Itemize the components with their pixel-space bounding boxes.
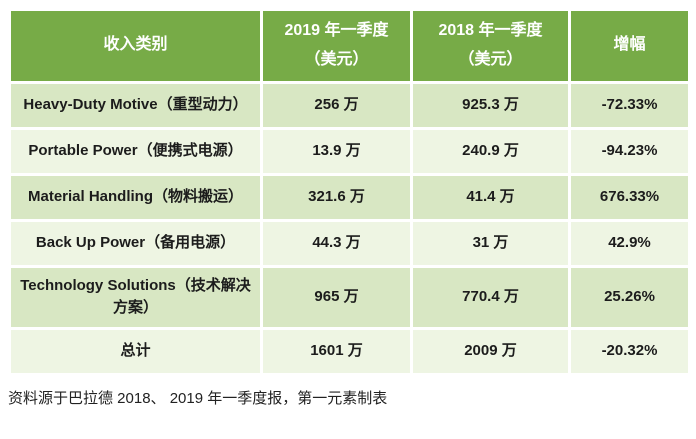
cell-growth: -94.23%: [568, 126, 691, 176]
cell-q1-2019: 44.3 万: [260, 218, 413, 268]
table-row: Heavy-Duty Motive（重型动力） 256 万 925.3 万 -7…: [8, 80, 691, 130]
header-growth: 增幅: [568, 8, 691, 84]
cell-q1-2019: 13.9 万: [260, 126, 413, 176]
table-header-row: 收入类别 2019 年一季度 （美元） 2018 年一季度 （美元） 增幅: [8, 8, 691, 84]
cell-growth: -72.33%: [568, 80, 691, 130]
cell-q1-2019: 1601 万: [260, 326, 413, 376]
cell-category: Technology Solutions（技术解决方案）: [8, 264, 263, 330]
cell-q1-2018: 240.9 万: [410, 126, 571, 176]
header-growth-label: 增幅: [613, 36, 646, 54]
page: 收入类别 2019 年一季度 （美元） 2018 年一季度 （美元） 增幅: [8, 8, 691, 407]
cell-category: Portable Power（便携式电源）: [8, 126, 263, 176]
cell-q1-2018: 31 万: [410, 218, 571, 268]
cell-q1-2019: 321.6 万: [260, 172, 413, 222]
cell-q1-2019: 965 万: [260, 264, 413, 330]
table-row: Material Handling（物料搬运） 321.6 万 41.4 万 6…: [8, 172, 691, 222]
cell-category: Back Up Power（备用电源）: [8, 218, 263, 268]
table-row-total: 总计 1601 万 2009 万 -20.32%: [8, 326, 691, 376]
cell-growth: 676.33%: [568, 172, 691, 222]
header-q1-2019: 2019 年一季度 （美元）: [260, 8, 413, 84]
header-q1-2019-label: 2019 年一季度: [284, 22, 389, 39]
header-category-label: 收入类别: [103, 36, 168, 54]
cell-category: Heavy-Duty Motive（重型动力）: [8, 80, 263, 130]
cell-q1-2019: 256 万: [260, 80, 413, 130]
cell-q1-2018: 2009 万: [410, 326, 571, 376]
cell-category-total: 总计: [8, 326, 263, 376]
cell-growth: 42.9%: [568, 218, 691, 268]
source-note: 资料源于巴拉德 2018、 2019 年一季度报，第一元素制表: [8, 389, 388, 407]
cell-category: Material Handling（物料搬运）: [8, 172, 263, 222]
header-q1-2018: 2018 年一季度 （美元）: [410, 8, 571, 84]
cell-q1-2018: 925.3 万: [410, 80, 571, 130]
table-row: Back Up Power（备用电源） 44.3 万 31 万 42.9%: [8, 218, 691, 268]
header-q1-2018-label: 2018 年一季度: [438, 22, 543, 39]
header-q1-2018-unit: （美元）: [458, 50, 523, 68]
cell-growth: -20.32%: [568, 326, 691, 376]
cell-growth: 25.26%: [568, 264, 691, 330]
table-row: Technology Solutions（技术解决方案） 965 万 770.4…: [8, 264, 691, 330]
revenue-table: 收入类别 2019 年一季度 （美元） 2018 年一季度 （美元） 增幅: [8, 8, 691, 376]
table-row: Portable Power（便携式电源） 13.9 万 240.9 万 -94…: [8, 126, 691, 176]
header-category: 收入类别: [8, 8, 263, 84]
header-q1-2019-unit: （美元）: [304, 50, 369, 68]
cell-q1-2018: 41.4 万: [410, 172, 571, 222]
cell-q1-2018: 770.4 万: [410, 264, 571, 330]
